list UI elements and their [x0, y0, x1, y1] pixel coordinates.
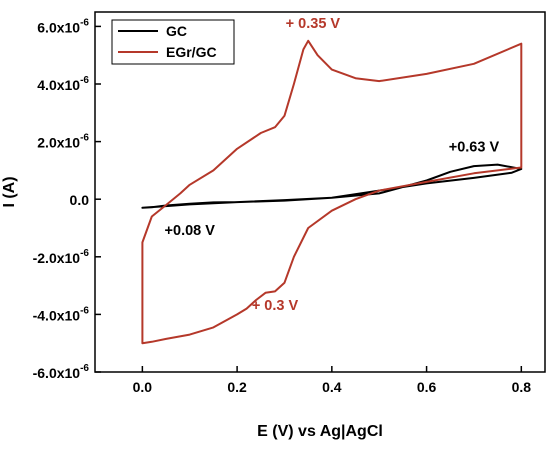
ticks-layer: 0.0 0.2 0.4 0.6 0.8 6.0x10-6 4.0x10-6 2.0x10-6 0… — [33, 17, 532, 395]
legend-box — [111, 19, 235, 65]
series-line-gc — [141, 163, 523, 209]
legend-label-egr-gc: EGr/GC — [166, 44, 217, 60]
x-axis-title: E (V) vs Ag|AgCl — [257, 423, 383, 440]
y-tick-label-6: -6.0x10-6 — [33, 363, 90, 381]
peak-annotation-1: +0.63 V — [449, 140, 500, 156]
x-tick-label-0: 0.0 — [133, 379, 153, 395]
peak-annotation-0: + 0.35 V — [286, 16, 341, 32]
y-tick-label-4: -2.0x10-6 — [33, 248, 90, 266]
legend-label-gc: GC — [166, 23, 187, 39]
series-layer — [141, 39, 523, 345]
peak-annotation-3: + 0.3 V — [252, 298, 299, 314]
annotation-layer: + 0.35 V +0.63 V +0.08 V + 0.3 V — [165, 16, 500, 314]
plot-frame — [94, 11, 546, 373]
peak-annotation-2: +0.08 V — [165, 223, 216, 239]
series-line-egr-gc — [141, 39, 523, 345]
x-tick-label-2: 0.4 — [322, 379, 342, 395]
y-axis-title: I (A) — [1, 176, 18, 207]
legend: GC EGr/GC — [111, 19, 235, 65]
x-tick-label-3: 0.6 — [417, 379, 437, 395]
y-tick-label-3: 0.0 — [70, 192, 90, 208]
y-tick-label-5: -4.0x10-6 — [33, 305, 90, 323]
x-tick-label-4: 0.8 — [512, 379, 532, 395]
x-tick-label-1: 0.2 — [227, 379, 247, 395]
y-tick-label-2: 2.0x10-6 — [37, 133, 89, 151]
y-tick-label-0: 6.0x10-6 — [37, 17, 89, 35]
y-tick-label-1: 4.0x10-6 — [37, 75, 89, 93]
